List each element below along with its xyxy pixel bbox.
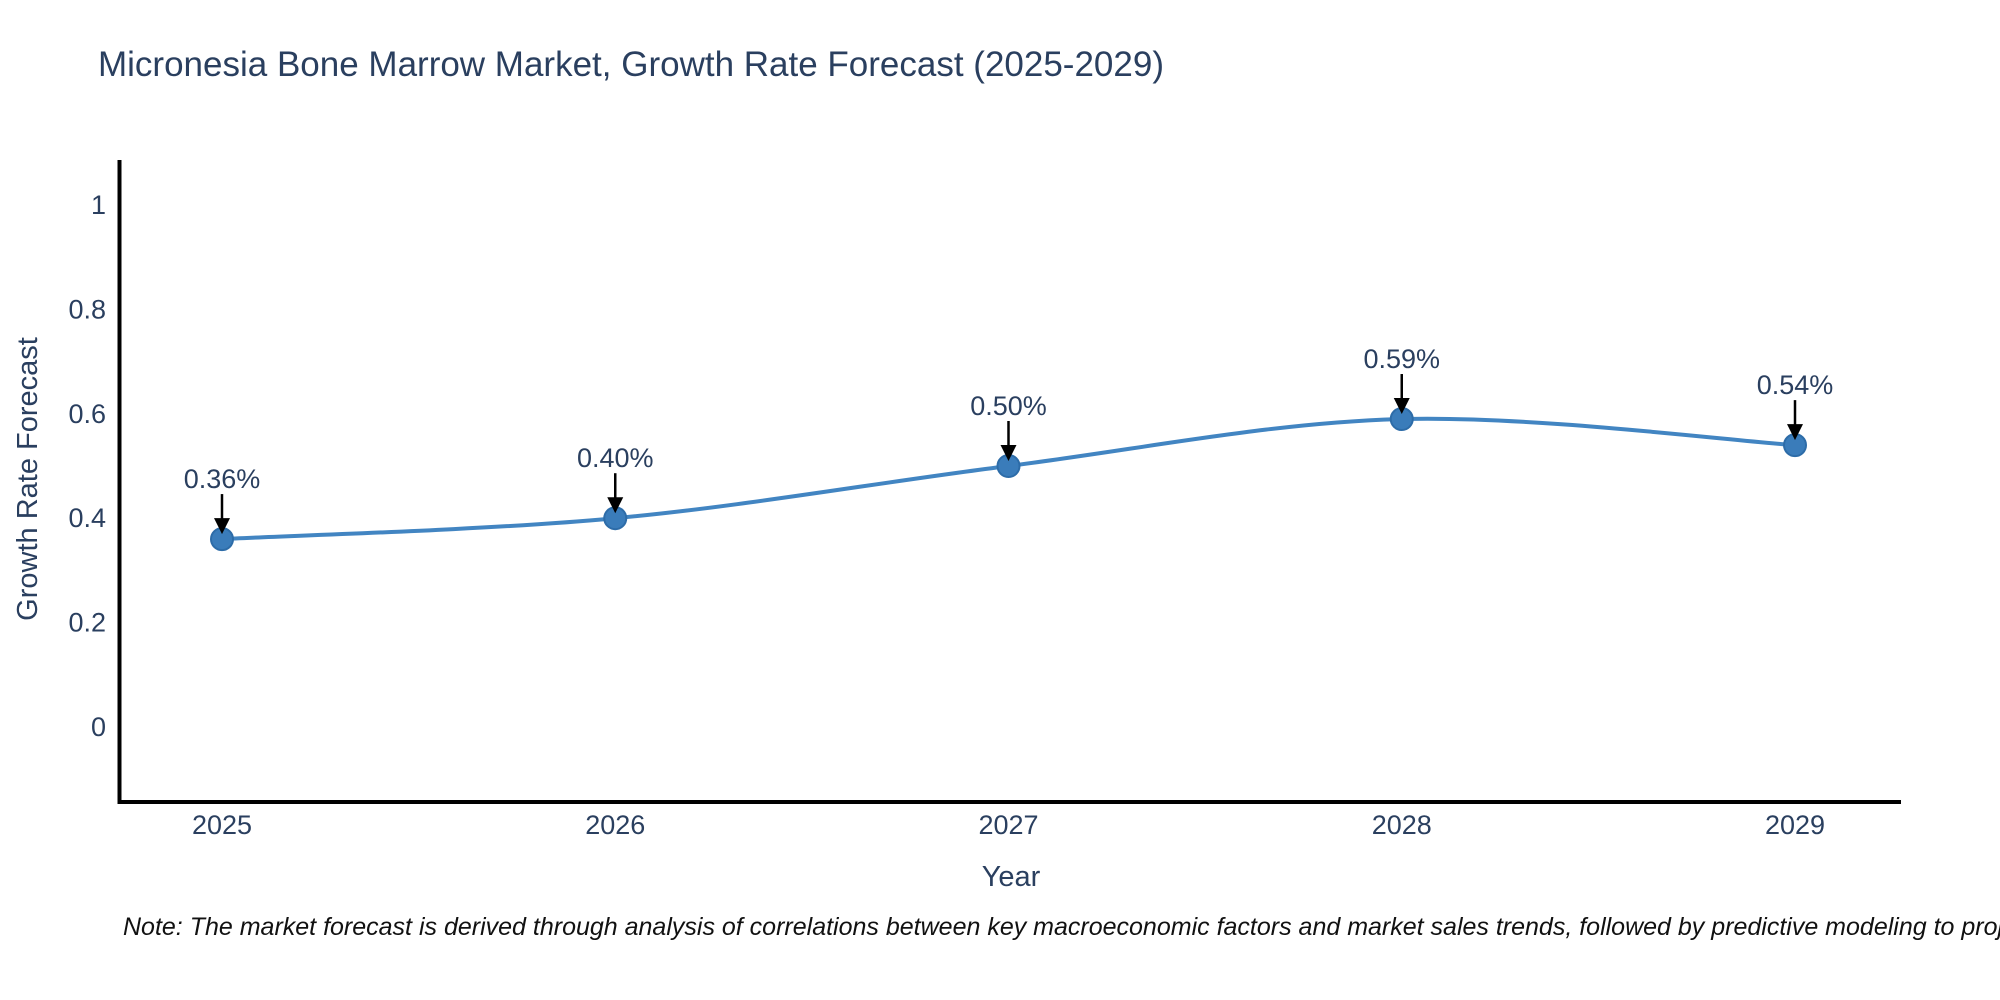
point-value-label: 0.54% [1757,370,1834,400]
y-tick-label: 0.4 [68,503,106,533]
x-tick-label: 2029 [1765,810,1825,840]
annotation-arrowhead [214,518,230,535]
annotation-arrowhead [1393,398,1410,415]
footnote: Note: The market forecast is derived thr… [123,913,2000,941]
annotation-arrowhead [1000,445,1017,461]
annotation-arrowhead [607,497,624,514]
y-tick-label: 0.6 [68,399,106,429]
x-tick-label: 2028 [1372,810,1432,840]
x-tick-label: 2027 [978,810,1038,840]
x-tick-label: 2025 [192,810,252,840]
point-value-label: 0.40% [577,443,654,473]
x-tick-label: 2026 [585,810,645,840]
point-value-label: 0.59% [1363,344,1440,374]
y-tick-label: 0 [91,712,106,742]
point-value-label: 0.36% [184,464,261,494]
y-tick-label: 0.8 [68,294,106,324]
point-value-label: 0.50% [970,391,1047,421]
chart-title: Micronesia Bone Marrow Market, Growth Ra… [98,45,1164,84]
annotation-arrowhead [1787,424,1803,441]
y-tick-label: 0.2 [68,608,106,638]
y-tick-label: 1 [91,190,106,220]
x-axis-title: Year [981,861,1041,893]
